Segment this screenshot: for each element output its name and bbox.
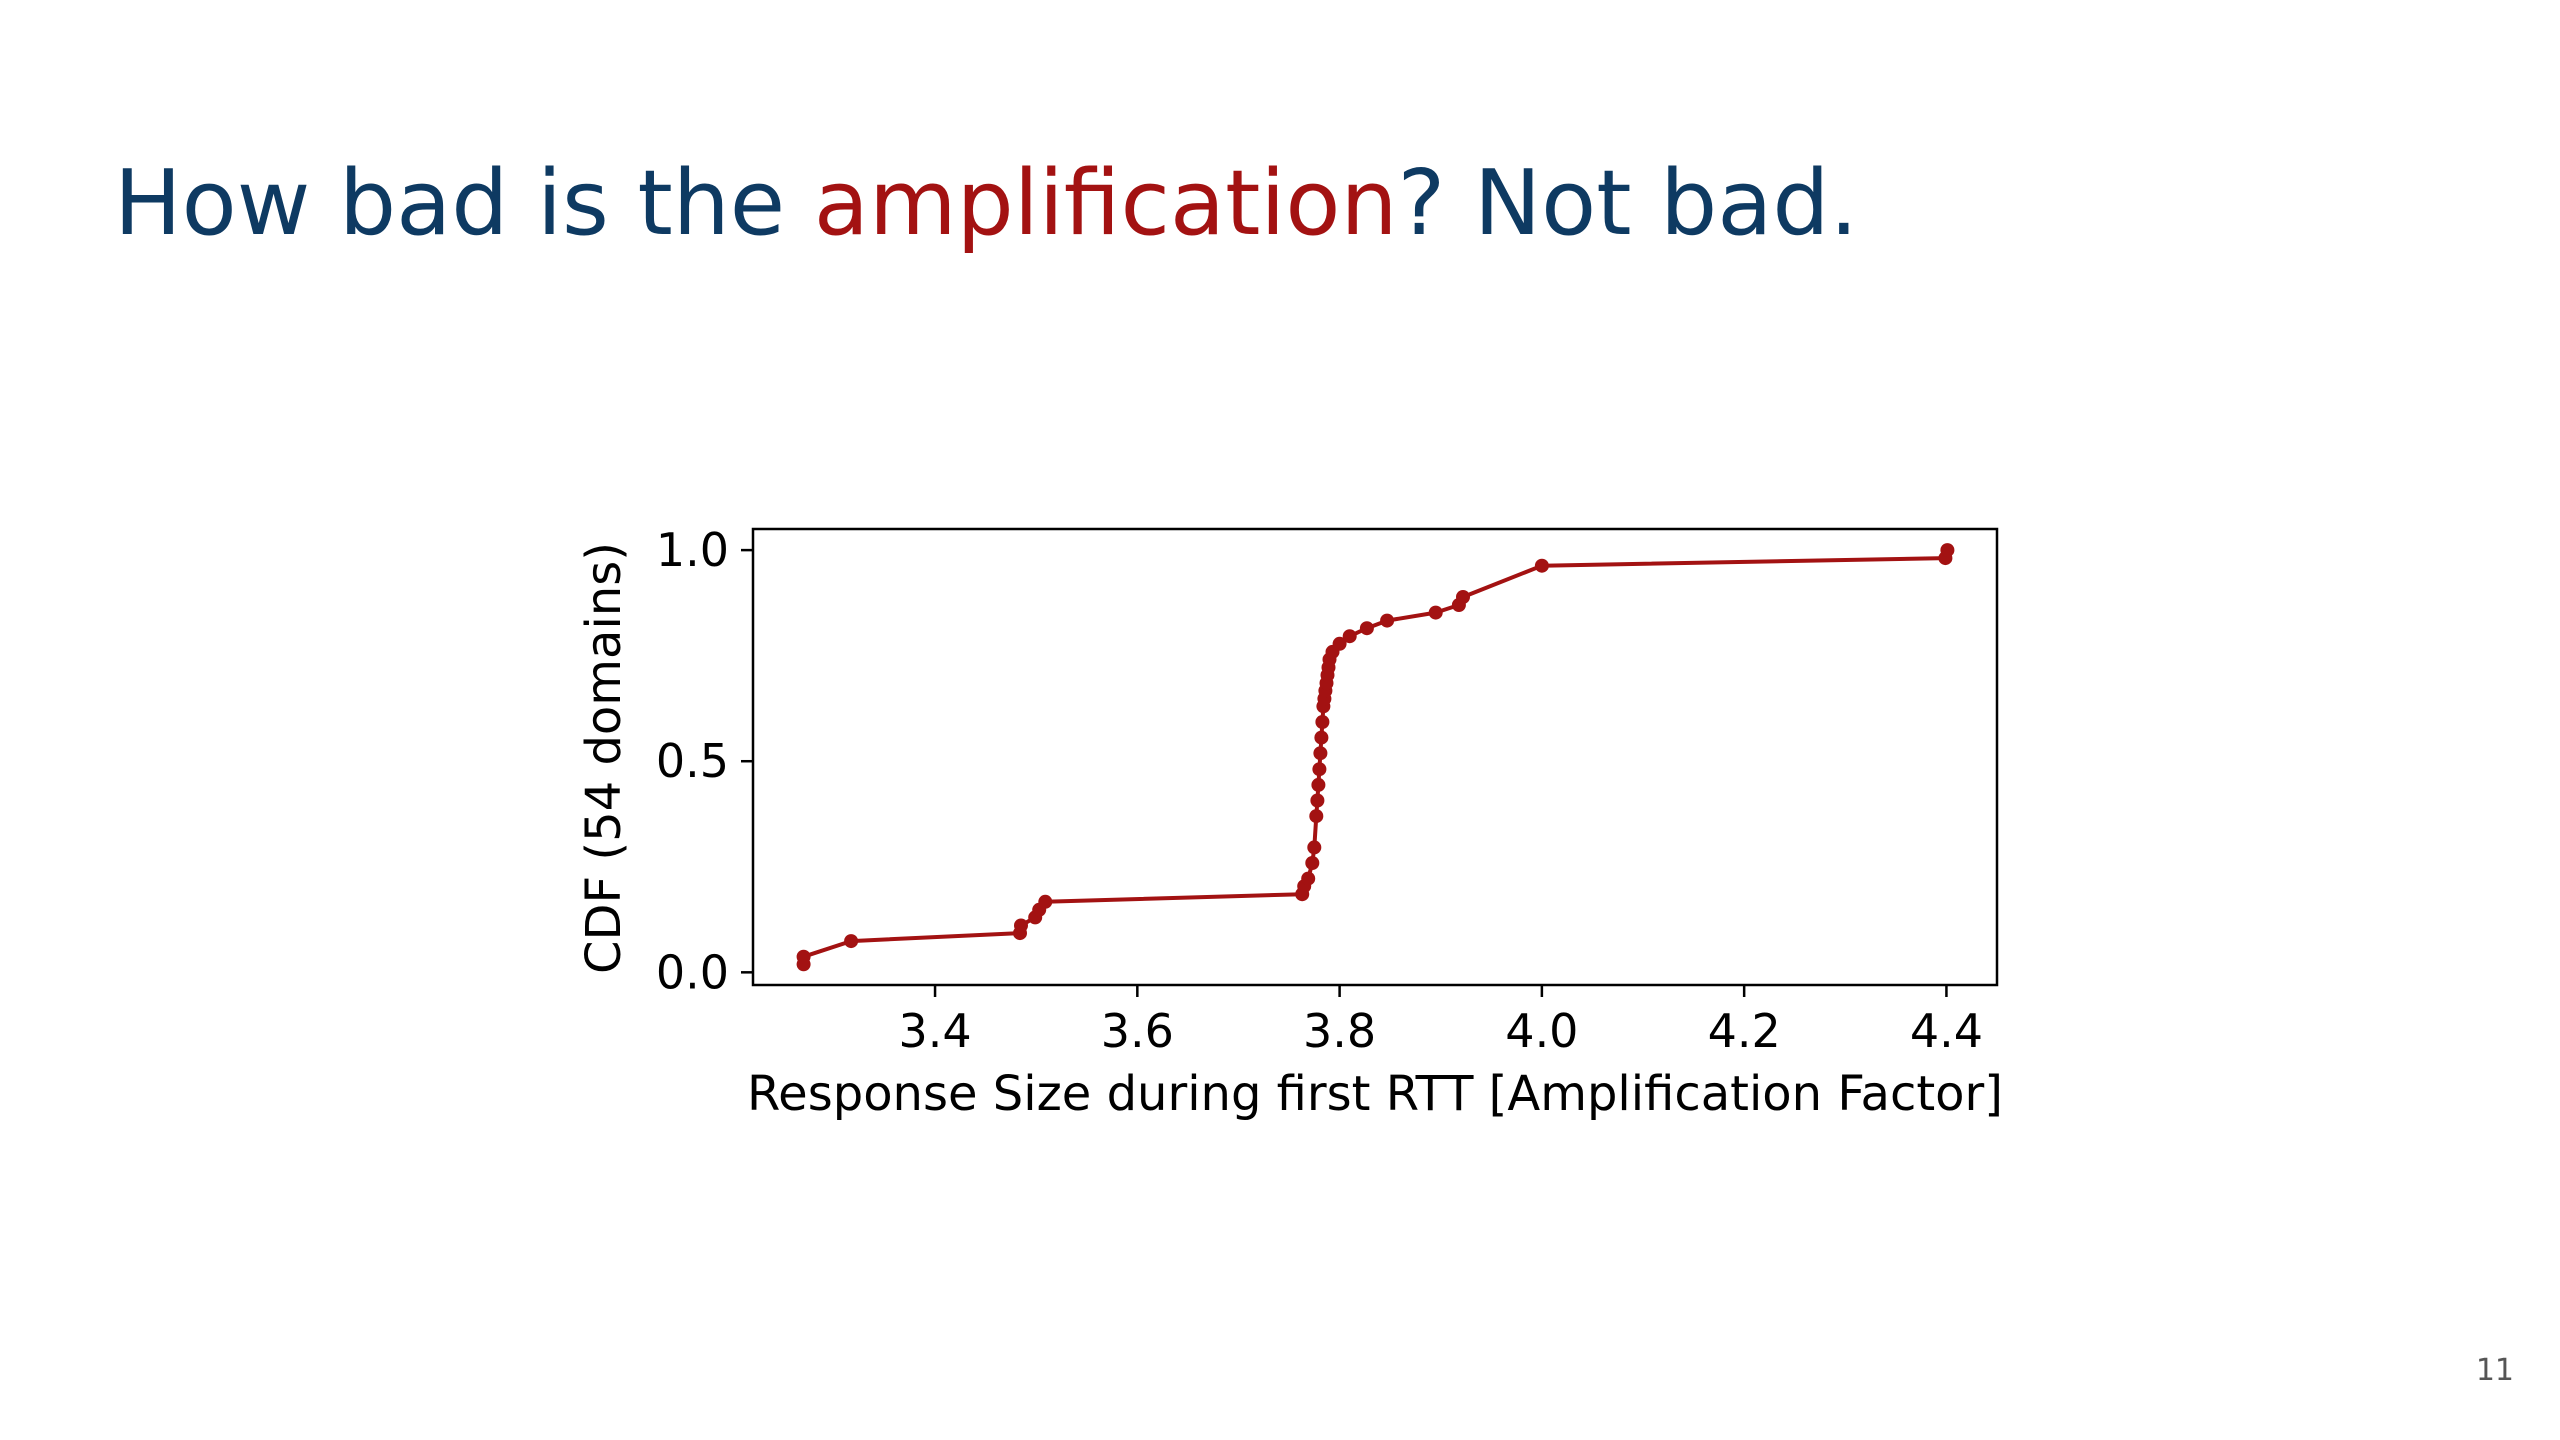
x-tick-label: 3.4 [898,1004,971,1058]
cdf-data-point [1310,793,1325,808]
title-text-start: How bad is the [114,151,814,256]
slide-title: How bad is the amplification? Not bad. [114,150,1858,258]
x-tick-label: 4.2 [1708,1004,1781,1058]
cdf-data-point [1314,730,1329,745]
y-axis: 0.0 0.5 1.0 [656,523,753,999]
page-number: 11 [2475,1353,2514,1388]
cdf-data-point [1313,746,1328,761]
cdf-data-point [1307,840,1322,855]
cdf-data-point [1380,613,1395,628]
cdf-data-point [1014,918,1028,933]
x-tick-label: 4.4 [1910,1004,1983,1058]
y-tick-label: 0.0 [656,945,729,999]
cdf-data-point [1315,715,1330,729]
plot-area [751,527,1999,987]
x-tick-label: 3.6 [1101,1004,1174,1058]
cdf-data-point [1332,636,1347,651]
cdf-data-point [1311,777,1326,792]
cdf-data-point [1456,590,1470,604]
cdf-data-point [1312,762,1327,777]
cdf-data-point [796,949,811,964]
cdf-data-point [1305,856,1320,870]
x-tick-label: 4.0 [1505,1004,1578,1058]
series-layer [796,543,1955,972]
y-axis-label: CDF (54 domains) [576,542,632,974]
x-axis: 3.4 3.6 3.8 4.0 4.2 4.4 [898,985,1983,1058]
cdf-data-point [1038,894,1053,909]
cdf-data-point [844,934,859,949]
cdf-data-point [1428,605,1443,620]
title-text-end: ? Not bad. [1397,151,1859,256]
plot-frame [751,527,1999,987]
cdf-data-point [1359,621,1374,636]
cdf-data-point [1309,809,1324,824]
x-axis-label: Response Size during first RTT [Amplific… [747,1066,2003,1122]
y-tick-label: 1.0 [656,523,729,577]
cdf-data-point [1301,871,1316,886]
cdf-data-point [1940,543,1955,558]
cdf-data-point [1342,629,1357,644]
y-tick-label: 0.5 [656,734,729,788]
cdf-series-line [801,549,1950,965]
title-highlight: amplification [813,151,1398,256]
cdf-data-point [1534,558,1549,573]
x-tick-label: 3.8 [1303,1004,1376,1058]
